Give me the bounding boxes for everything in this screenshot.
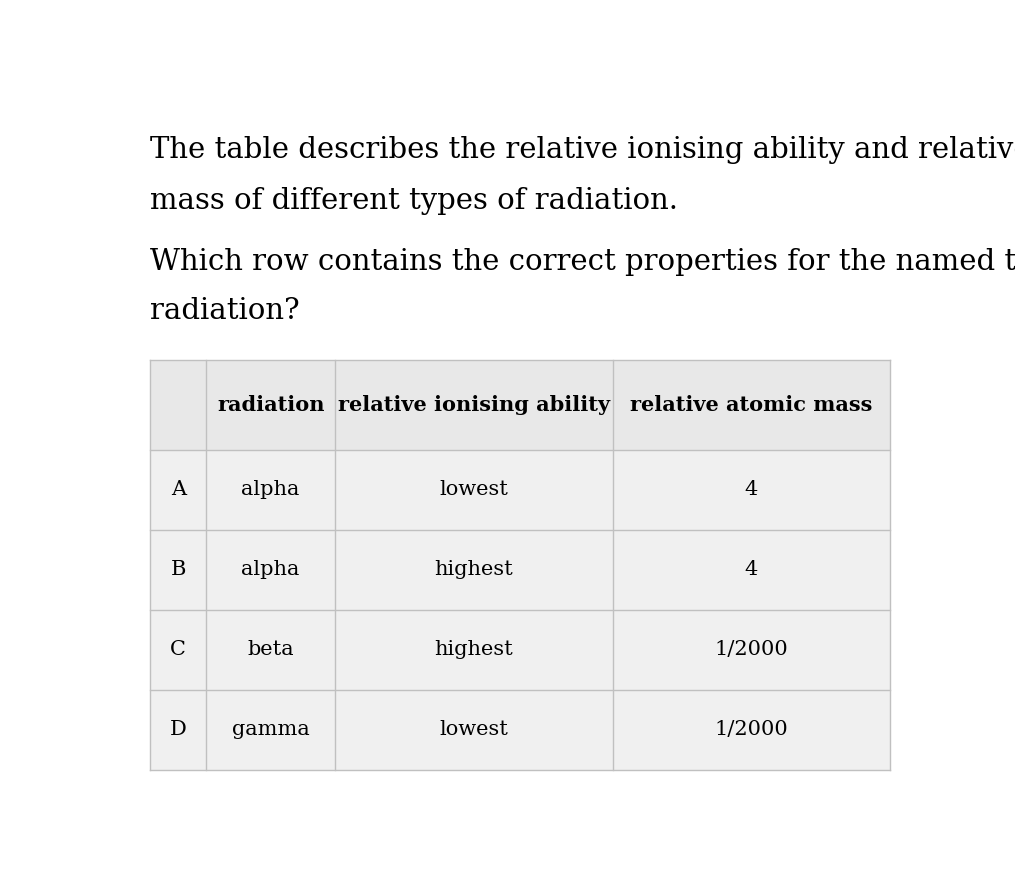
Text: C: C: [171, 641, 186, 659]
Text: 1/2000: 1/2000: [715, 720, 788, 739]
Text: alpha: alpha: [242, 561, 299, 579]
Bar: [206, 690, 335, 770]
Text: beta: beta: [248, 641, 294, 659]
Text: lowest: lowest: [439, 480, 509, 499]
Text: 4: 4: [745, 480, 758, 499]
Text: highest: highest: [434, 561, 514, 579]
Text: D: D: [170, 720, 187, 739]
Text: highest: highest: [434, 641, 514, 659]
Text: alpha: alpha: [242, 480, 299, 499]
Bar: [206, 360, 335, 450]
Bar: [613, 450, 890, 530]
Bar: [613, 690, 890, 770]
Bar: [150, 690, 206, 770]
Bar: [335, 530, 613, 610]
Text: gamma: gamma: [231, 720, 310, 739]
Bar: [150, 360, 206, 450]
Bar: [150, 530, 206, 610]
Bar: [206, 450, 335, 530]
Bar: [150, 610, 206, 690]
Text: radiation?: radiation?: [150, 297, 300, 325]
Text: radiation: radiation: [217, 395, 325, 414]
Text: 1/2000: 1/2000: [715, 641, 788, 659]
Bar: [335, 690, 613, 770]
Text: 4: 4: [745, 561, 758, 579]
Bar: [150, 450, 206, 530]
Bar: [613, 360, 890, 450]
Text: mass of different types of radiation.: mass of different types of radiation.: [150, 187, 678, 215]
Bar: [335, 360, 613, 450]
Text: B: B: [171, 561, 186, 579]
Bar: [613, 530, 890, 610]
Text: A: A: [171, 480, 186, 499]
Bar: [206, 610, 335, 690]
Bar: [206, 530, 335, 610]
Bar: [335, 610, 613, 690]
Text: relative ionising ability: relative ionising ability: [338, 395, 610, 414]
Text: Which row contains the correct properties for the named type of: Which row contains the correct propertie…: [150, 248, 1015, 276]
Text: lowest: lowest: [439, 720, 509, 739]
Bar: [335, 450, 613, 530]
Bar: [150, 360, 890, 770]
Text: The table describes the relative ionising ability and relative atomic: The table describes the relative ionisin…: [150, 136, 1015, 164]
Bar: [613, 610, 890, 690]
Text: relative atomic mass: relative atomic mass: [630, 395, 873, 414]
